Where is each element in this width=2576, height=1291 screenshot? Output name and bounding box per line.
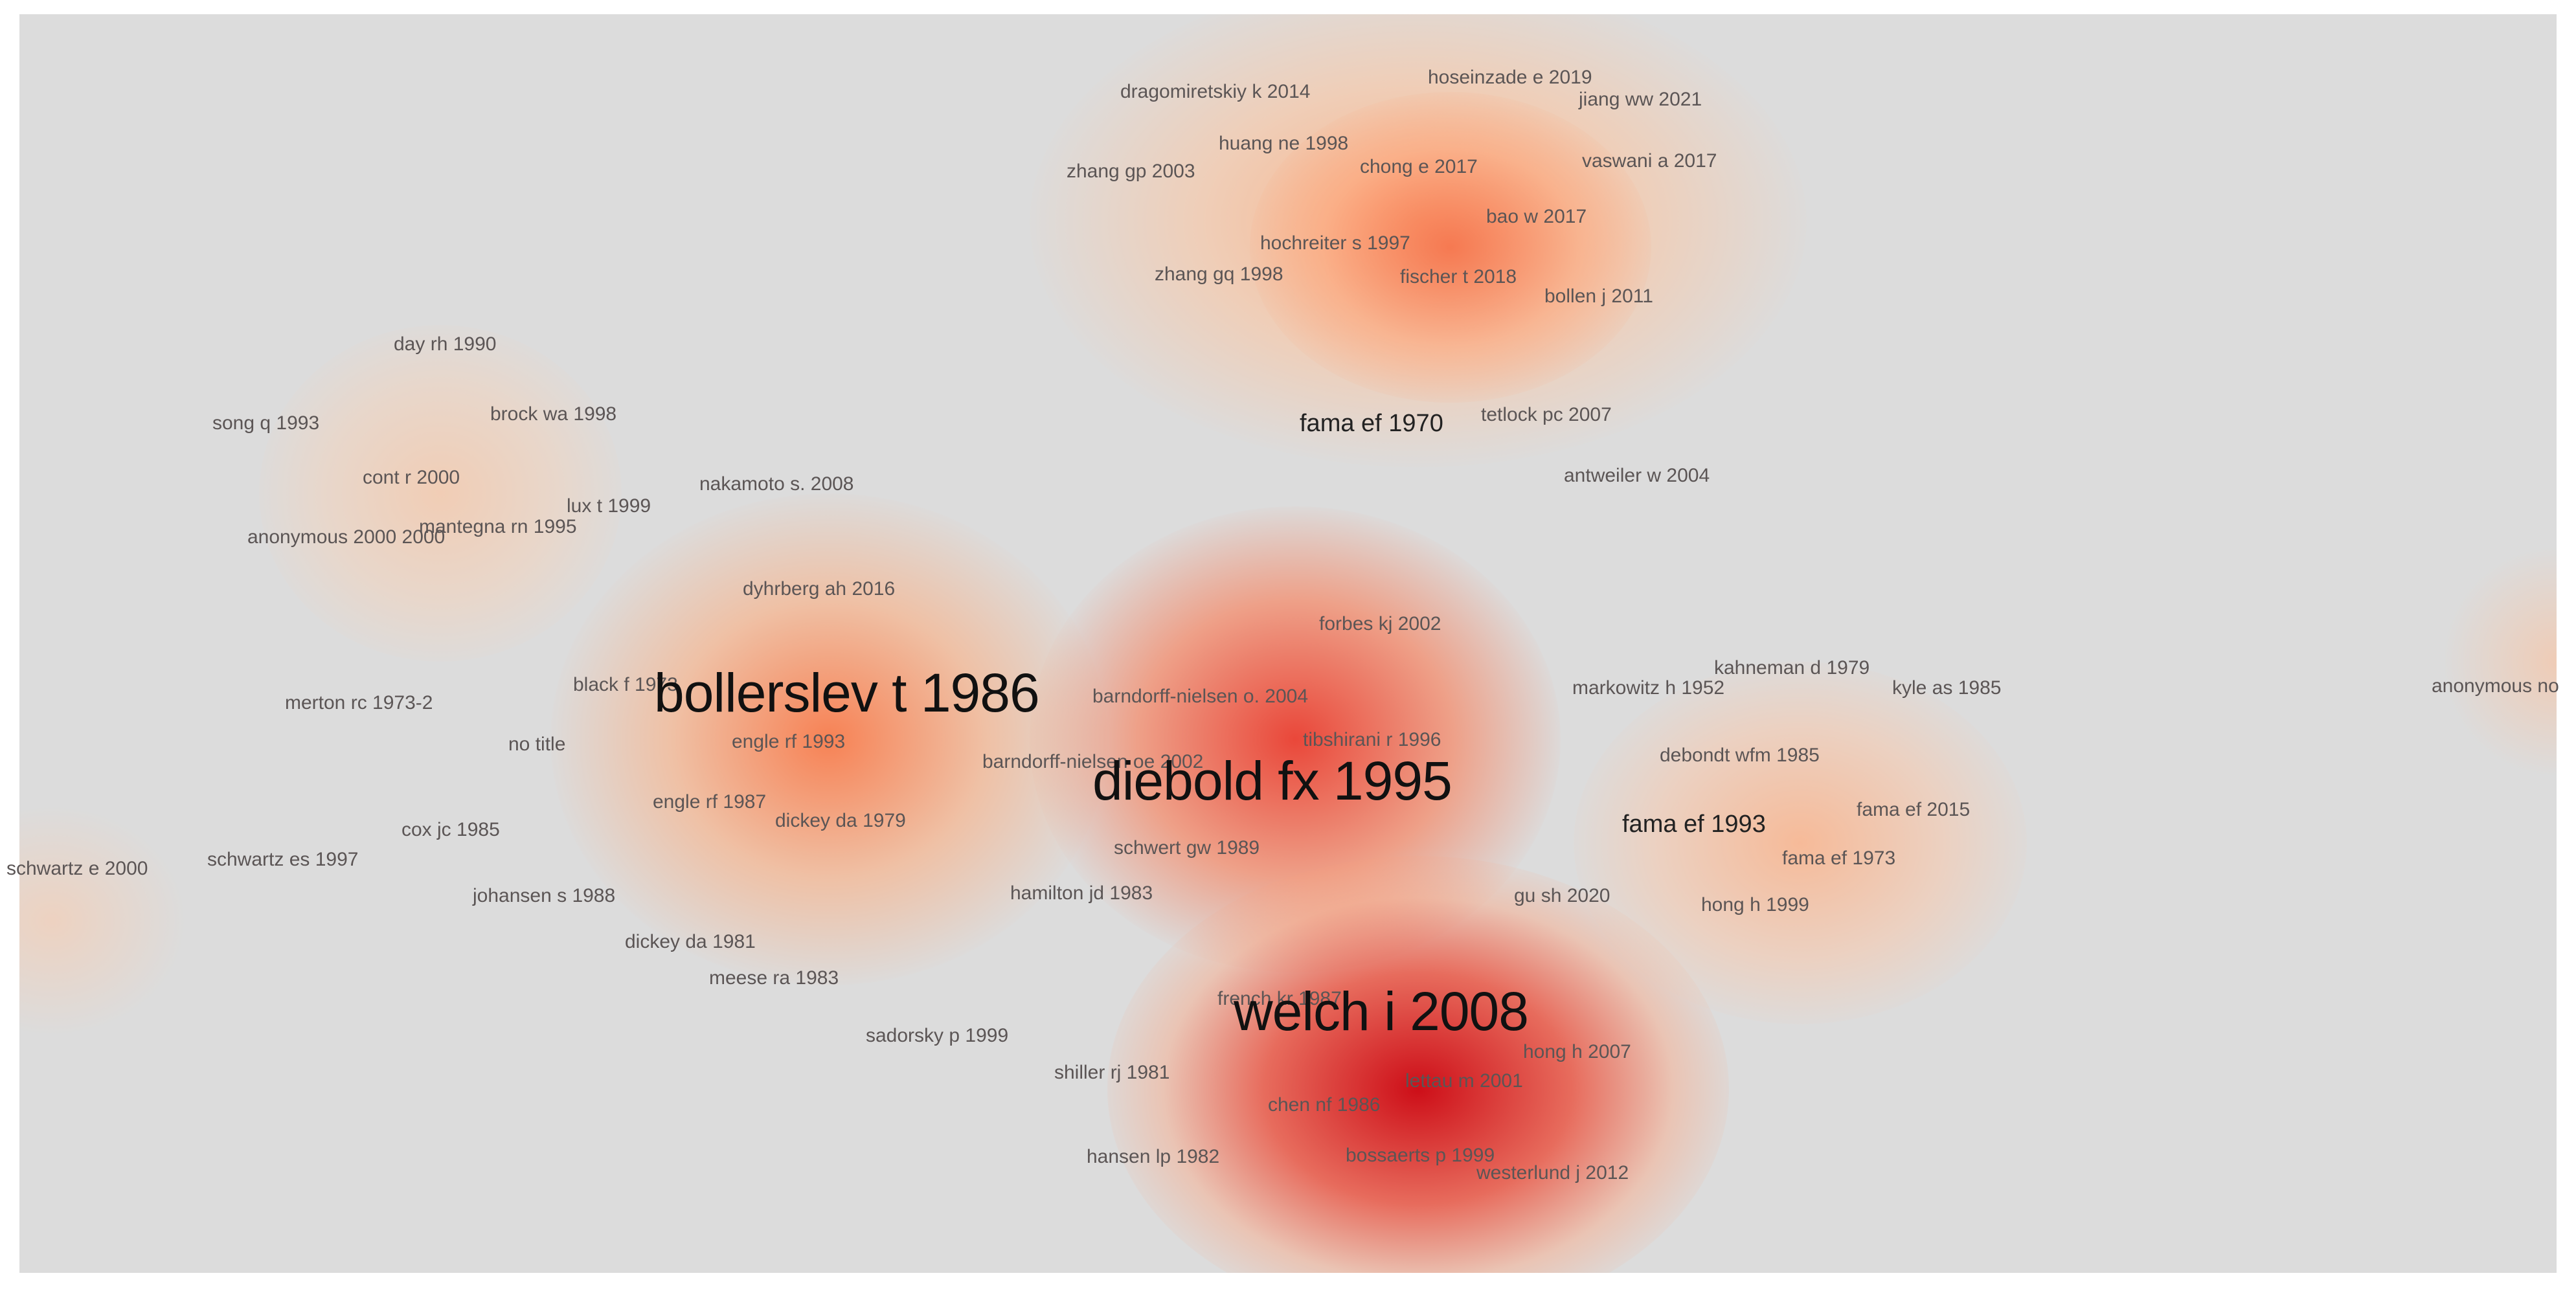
node-label[interactable]: schwartz es 1997	[207, 849, 359, 870]
node-label[interactable]: dickey da 1981	[625, 931, 756, 952]
node-label[interactable]: merton rc 1973-2	[285, 692, 433, 713]
node-label[interactable]: engle rf 1987	[653, 791, 767, 813]
node-label[interactable]: kahneman d 1979	[1714, 657, 1870, 679]
node-label[interactable]: bao w 2017	[1486, 206, 1587, 227]
node-label[interactable]: antweiler w 2004	[1564, 465, 1710, 486]
node-label[interactable]: diebold fx 1995	[1092, 750, 1452, 811]
node-label[interactable]: black f 1973	[573, 674, 678, 695]
node-label[interactable]: fischer t 2018	[1400, 266, 1517, 287]
node-label[interactable]: jiang ww 2021	[1579, 89, 1702, 110]
node-label[interactable]: hansen lp 1982	[1087, 1146, 1220, 1167]
node-label[interactable]: shiller rj 1981	[1054, 1062, 1170, 1083]
density-blob	[1107, 856, 1729, 1273]
node-label[interactable]: fama ef 1973	[1782, 848, 1896, 869]
node-label[interactable]: french kr 1987	[1217, 988, 1342, 1009]
node-label[interactable]: chen nf 1986	[1268, 1094, 1381, 1116]
node-label[interactable]: schwartz e 2000	[6, 858, 148, 879]
node-label[interactable]: fama ef 2015	[1857, 799, 1971, 820]
node-label[interactable]: westerlund j 2012	[1476, 1162, 1629, 1184]
node-label[interactable]: hamilton jd 1983	[1010, 882, 1153, 904]
node-label[interactable]: kyle as 1985	[1892, 677, 2002, 699]
node-label[interactable]: bossaerts p 1999	[1346, 1145, 1495, 1166]
node-label[interactable]: markowitz h 1952	[1572, 677, 1725, 699]
node-label[interactable]: gu sh 2020	[1514, 885, 1610, 906]
node-label[interactable]: hong h 2007	[1523, 1041, 1631, 1062]
node-label[interactable]: engle rf 1993	[732, 731, 846, 752]
node-label[interactable]: meese ra 1983	[709, 967, 839, 989]
node-label[interactable]: brock wa 1998	[490, 403, 617, 425]
node-label[interactable]: dickey da 1979	[775, 810, 906, 831]
node-label[interactable]: cox jc 1985	[401, 819, 500, 840]
node-label[interactable]: tetlock pc 2007	[1481, 404, 1612, 425]
node-label[interactable]: hochreiter s 1997	[1260, 232, 1410, 254]
node-label[interactable]: vaswani a 2017	[1582, 150, 1717, 172]
node-label[interactable]: bollerslev t 1986	[654, 662, 1040, 723]
node-label[interactable]: schwert gw 1989	[1114, 837, 1260, 859]
node-label[interactable]: dyhrberg ah 2016	[743, 578, 896, 600]
node-label[interactable]: lettau m 2001	[1405, 1070, 1523, 1092]
density-blob	[19, 804, 188, 1037]
node-label[interactable]: barndorff-nielsen oe 2002	[982, 751, 1204, 772]
node-label[interactable]: mantegna rn 1995	[419, 516, 577, 537]
node-label[interactable]: tibshirani r 1996	[1303, 729, 1441, 750]
node-label[interactable]: barndorff-nielsen o. 2004	[1092, 686, 1309, 707]
node-label[interactable]: johansen s 1988	[473, 885, 616, 906]
node-label[interactable]: anonymous no	[2432, 675, 2559, 697]
node-label[interactable]: welch i 2008	[1234, 981, 1529, 1042]
node-label[interactable]: sadorsky p 1999	[866, 1025, 1009, 1046]
node-label[interactable]: debondt wfm 1985	[1660, 745, 1820, 766]
node-label[interactable]: chong e 2017	[1360, 156, 1478, 177]
node-label[interactable]: no title	[508, 734, 566, 755]
density-blob	[1574, 662, 2027, 1024]
node-label[interactable]: hoseinzade e 2019	[1428, 67, 1592, 88]
node-label[interactable]: dragomiretskiy k 2014	[1120, 81, 1311, 102]
node-label[interactable]: song q 1993	[212, 412, 320, 434]
node-label[interactable]: huang ne 1998	[1219, 133, 1349, 154]
node-label[interactable]: zhang gp 2003	[1067, 161, 1195, 182]
node-label[interactable]: cont r 2000	[363, 467, 460, 488]
node-label[interactable]: day rh 1990	[394, 333, 497, 355]
node-label[interactable]: fama ef 1993	[1622, 811, 1766, 838]
node-label[interactable]: fama ef 1970	[1300, 410, 1443, 437]
density-map	[19, 14, 2557, 1273]
node-label[interactable]: zhang gq 1998	[1155, 264, 1283, 285]
node-label[interactable]: bollen j 2011	[1544, 286, 1653, 307]
node-label[interactable]: anonymous 2000 2000	[247, 526, 446, 548]
node-label[interactable]: lux t 1999	[567, 495, 651, 517]
density-blob	[2441, 545, 2557, 778]
node-label[interactable]: nakamoto s. 2008	[699, 473, 854, 495]
node-label[interactable]: hong h 1999	[1701, 894, 1809, 915]
density-blob	[259, 325, 622, 662]
node-label[interactable]: forbes kj 2002	[1319, 613, 1441, 634]
